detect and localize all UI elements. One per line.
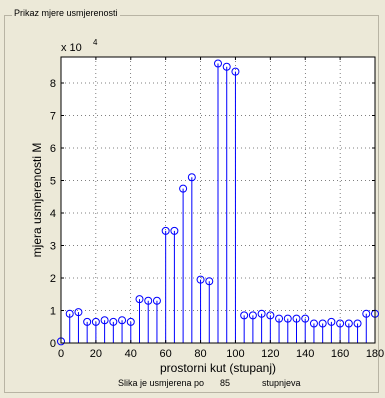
stem-marker — [266, 311, 275, 320]
stem-marker — [231, 67, 240, 76]
stem-marker — [222, 62, 231, 71]
x-tick-label: 60 — [160, 348, 172, 360]
stem-marker — [100, 316, 109, 325]
x-tick-label: 40 — [125, 348, 137, 360]
stem-marker — [327, 317, 336, 326]
y-tick-label: 8 — [50, 78, 56, 90]
stem-marker — [336, 319, 345, 328]
y-tick-label: 2 — [50, 273, 56, 285]
panel-title: Prikaz mjere usmjerenosti — [12, 8, 120, 19]
y-tick-label: 0 — [50, 338, 56, 350]
stem-marker — [275, 314, 284, 323]
stem-marker — [309, 319, 318, 328]
stem-marker — [109, 317, 118, 326]
stem-marker — [83, 317, 92, 326]
x-tick-label: 160 — [331, 348, 349, 360]
y-exponent-label: x 10 — [61, 42, 82, 54]
x-tick-label: 20 — [90, 348, 102, 360]
stem-marker — [214, 59, 222, 68]
stem-marker — [74, 308, 83, 317]
stem-marker — [144, 296, 153, 305]
y-tick-label: 6 — [50, 143, 56, 155]
direction-result-unit: stupnjeva — [262, 378, 301, 388]
stem-marker — [187, 173, 196, 182]
stem-marker — [161, 226, 170, 235]
stem-marker — [344, 319, 353, 328]
y-tick-label: 5 — [50, 176, 56, 188]
stem-marker — [179, 184, 188, 193]
y-tick-label: 7 — [50, 111, 56, 123]
direction-result-label: Slika je usmjerena po — [118, 378, 205, 388]
stem-marker — [91, 317, 100, 326]
stem-marker — [126, 317, 135, 326]
x-tick-label: 100 — [226, 348, 244, 360]
stem-marker — [362, 309, 371, 318]
y-tick-label: 1 — [50, 306, 56, 318]
axes-box — [60, 56, 376, 344]
stem-marker — [301, 314, 310, 323]
y-exponent-power: 4 — [93, 38, 98, 47]
x-tick-label: 0 — [58, 348, 64, 360]
stem-marker — [196, 275, 205, 284]
y-tick-label: 3 — [50, 241, 56, 253]
stem-marker — [257, 309, 266, 318]
stem-marker — [283, 314, 292, 323]
stem-marker — [152, 296, 161, 305]
stem-marker — [318, 319, 327, 328]
x-tick-label: 180 — [366, 348, 384, 360]
stem-marker — [292, 314, 301, 323]
x-axis-label: prostorni kut (stupanj) — [160, 361, 276, 375]
stem-marker — [353, 319, 362, 328]
y-axis-label: mjera usmjerenosti M — [30, 143, 44, 258]
directivity-panel — [4, 15, 379, 393]
direction-result-value: 85 — [220, 378, 231, 388]
stem-marker — [118, 316, 127, 325]
y-tick-label: 4 — [50, 208, 56, 220]
x-tick-label: 140 — [296, 348, 314, 360]
stem-marker — [205, 277, 214, 286]
stem-marker — [170, 226, 179, 235]
stem-marker — [65, 309, 74, 318]
x-tick-label: 120 — [261, 348, 279, 360]
stem-marker — [248, 311, 257, 320]
stem-marker — [135, 295, 144, 304]
x-tick-label: 80 — [194, 348, 206, 360]
stem-marker — [240, 311, 249, 320]
